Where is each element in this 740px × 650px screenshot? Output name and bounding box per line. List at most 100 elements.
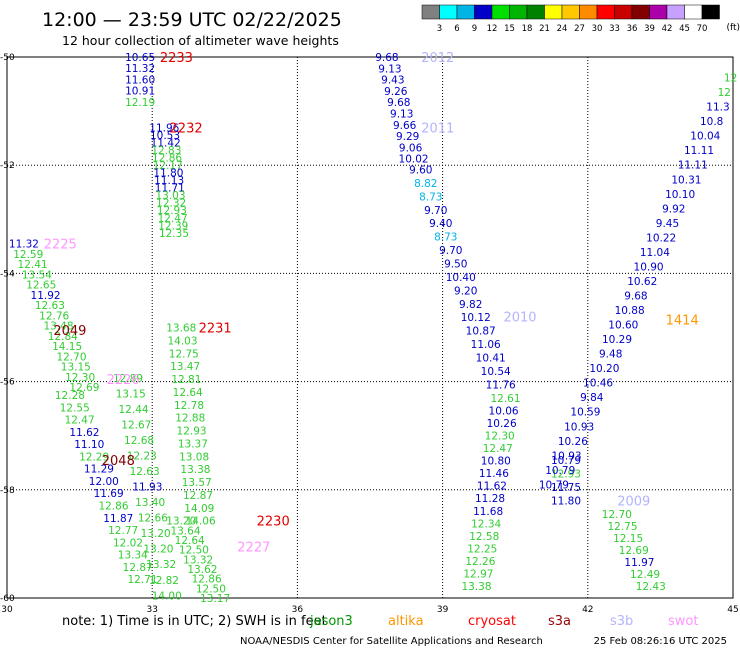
wave-height-value: 9.13 (390, 109, 413, 121)
colorbar-swatch (421, 4, 440, 20)
wave-height-value: 12.63 (35, 300, 65, 312)
wave-height-value: 11.3 (706, 102, 729, 114)
x-tick-label: 45 (727, 605, 738, 615)
wave-height-value: 13.20 (143, 544, 173, 556)
wave-height-value: 11.32 (125, 63, 155, 75)
wave-height-value: 11.06 (471, 339, 501, 351)
wave-height-value: 11.75 (551, 482, 581, 494)
wave-height-value: 10.02 (399, 154, 429, 166)
wave-height-value: 13.32 (146, 559, 176, 571)
wave-height-value: 12.93 (157, 205, 187, 217)
wave-height-value: 9.60 (409, 165, 432, 177)
y-tick-label: -54 (0, 269, 15, 279)
wave-height-value: 9.13 (378, 63, 401, 75)
wave-height-value: 10.87 (466, 326, 496, 338)
colorbar-tick-label: 42 (662, 24, 673, 34)
colorbar-tick-label: 3 (437, 24, 442, 34)
wave-height-value: 12.25 (467, 543, 497, 555)
wave-height-value: 13.15 (116, 388, 146, 400)
colorbar-tick-label: 24 (557, 24, 568, 34)
x-tick-label: 33 (146, 605, 157, 615)
wave-height-value: 12.81 (171, 374, 201, 386)
track-time-label: 2225 (44, 238, 77, 253)
wave-height-value: 12.97 (463, 569, 493, 581)
wave-height-value: 12.78 (174, 400, 204, 412)
wave-height-value: 11.28 (475, 493, 505, 505)
wave-height-value: 11.11 (678, 160, 708, 172)
wave-height-value: 12.02 (113, 537, 143, 549)
y-tick-label: -56 (0, 378, 15, 388)
wave-height-value: 9.45 (656, 218, 679, 230)
wave-height-value: 12.49 (630, 569, 660, 581)
colorbar-swatch (509, 4, 528, 20)
wave-height-value: 11.80 (153, 168, 183, 180)
wave-height-value: 10.12 (461, 312, 491, 324)
x-tick-label: 42 (582, 605, 593, 615)
wave-height-value: 12.70 (602, 509, 632, 521)
wave-height-value: 10.91 (125, 86, 155, 98)
wave-height-value: 12.34 (471, 518, 501, 530)
wave-height-value: 12.87 (123, 562, 153, 574)
wave-height-value: 13.34 (118, 550, 148, 562)
y-tick-label: -50 (0, 53, 15, 63)
wave-height-value: 12.15 (613, 533, 643, 545)
colorbar-tick-label: 39 (644, 24, 655, 34)
wave-height-value: 9.20 (454, 285, 477, 297)
wave-height-value: 13.64 (170, 525, 200, 537)
wave-height-value: 13.38 (180, 464, 210, 476)
wave-height-value: 10.26 (487, 418, 517, 430)
wave-height-value: 11.96 (149, 122, 179, 134)
wave-height-value: 13.40 (135, 497, 165, 509)
wave-height-value: 10.54 (481, 366, 511, 378)
wave-height-value: 10.79 (551, 455, 581, 467)
y-tick-label: -52 (0, 161, 15, 171)
wave-height-value: 10.88 (615, 305, 645, 317)
y-tick-label: -60 (0, 594, 15, 604)
x-tick-label: 36 (292, 605, 304, 615)
wave-height-value: 11.68 (473, 506, 503, 518)
wave-height-value: 12.30 (485, 430, 515, 442)
wave-height-value: 10.8 (700, 116, 723, 128)
legend-altika: altika (388, 614, 424, 629)
wave-height-value: 11.42 (151, 137, 181, 149)
wave-height-value: 11.62 (69, 427, 99, 439)
track-time-label: 2010 (503, 311, 536, 326)
colorbar-swatch (491, 4, 510, 20)
colorbar-swatch (544, 4, 563, 20)
wave-height-value: 12.77 (108, 525, 138, 537)
wave-height-value: 12.19 (125, 97, 155, 109)
wave-height-value: 9.68 (375, 52, 398, 64)
wave-height-value: 14.00 (152, 590, 182, 602)
wave-height-value: 11.71 (155, 183, 185, 195)
x-tick-label: 39 (437, 605, 449, 615)
wave-height-value: 10.59 (570, 407, 600, 419)
wave-height-value: 9.82 (459, 299, 482, 311)
wave-height-value: 12.70 (56, 351, 86, 363)
y-axis-ticks: -50 -52 -54 -56 -58 -60 (0, 53, 15, 604)
wave-height-value: 9.84 (580, 392, 604, 404)
colorbar-swatch (561, 4, 580, 20)
wave-height-value: 11.29 (84, 464, 114, 476)
wave-height-value: 9.26 (384, 86, 408, 98)
colorbar-tick-label: 21 (539, 24, 550, 34)
wave-height-value: 9.40 (429, 218, 452, 230)
wave-height-value: 9.06 (399, 142, 423, 154)
wave-height-value: 12.84 (48, 331, 78, 343)
wave-height-value: 12.93 (177, 426, 207, 438)
chart-title: 12:00 — 23:59 UTC 02/22/2025 (42, 9, 342, 31)
wave-height-value: 10.26 (558, 436, 588, 448)
colorbar-tick-label: 45 (679, 24, 690, 34)
legend-jason3: jason3 (309, 614, 353, 629)
wave-height-value: 12.55 (60, 402, 90, 414)
wave-height-value: 10.93 (564, 421, 594, 433)
wave-height-value: 12.50 (196, 583, 226, 595)
wave-height-value: 13.68 (166, 323, 196, 335)
wave-height-value: 13.62 (187, 564, 217, 576)
wave-height-value: 10.53 (150, 130, 180, 142)
track-time-label: 2232 (170, 121, 203, 136)
wave-height-value: 12.83 (151, 145, 181, 157)
colorbar-tick-label: 27 (574, 24, 585, 34)
track-labels: 2233 2232 2231 2230 2227 2226 2225 2049 2048 2012… (44, 51, 699, 556)
wave-height-value: 14.06 (186, 516, 216, 528)
track-time-label: 2233 (160, 51, 193, 66)
